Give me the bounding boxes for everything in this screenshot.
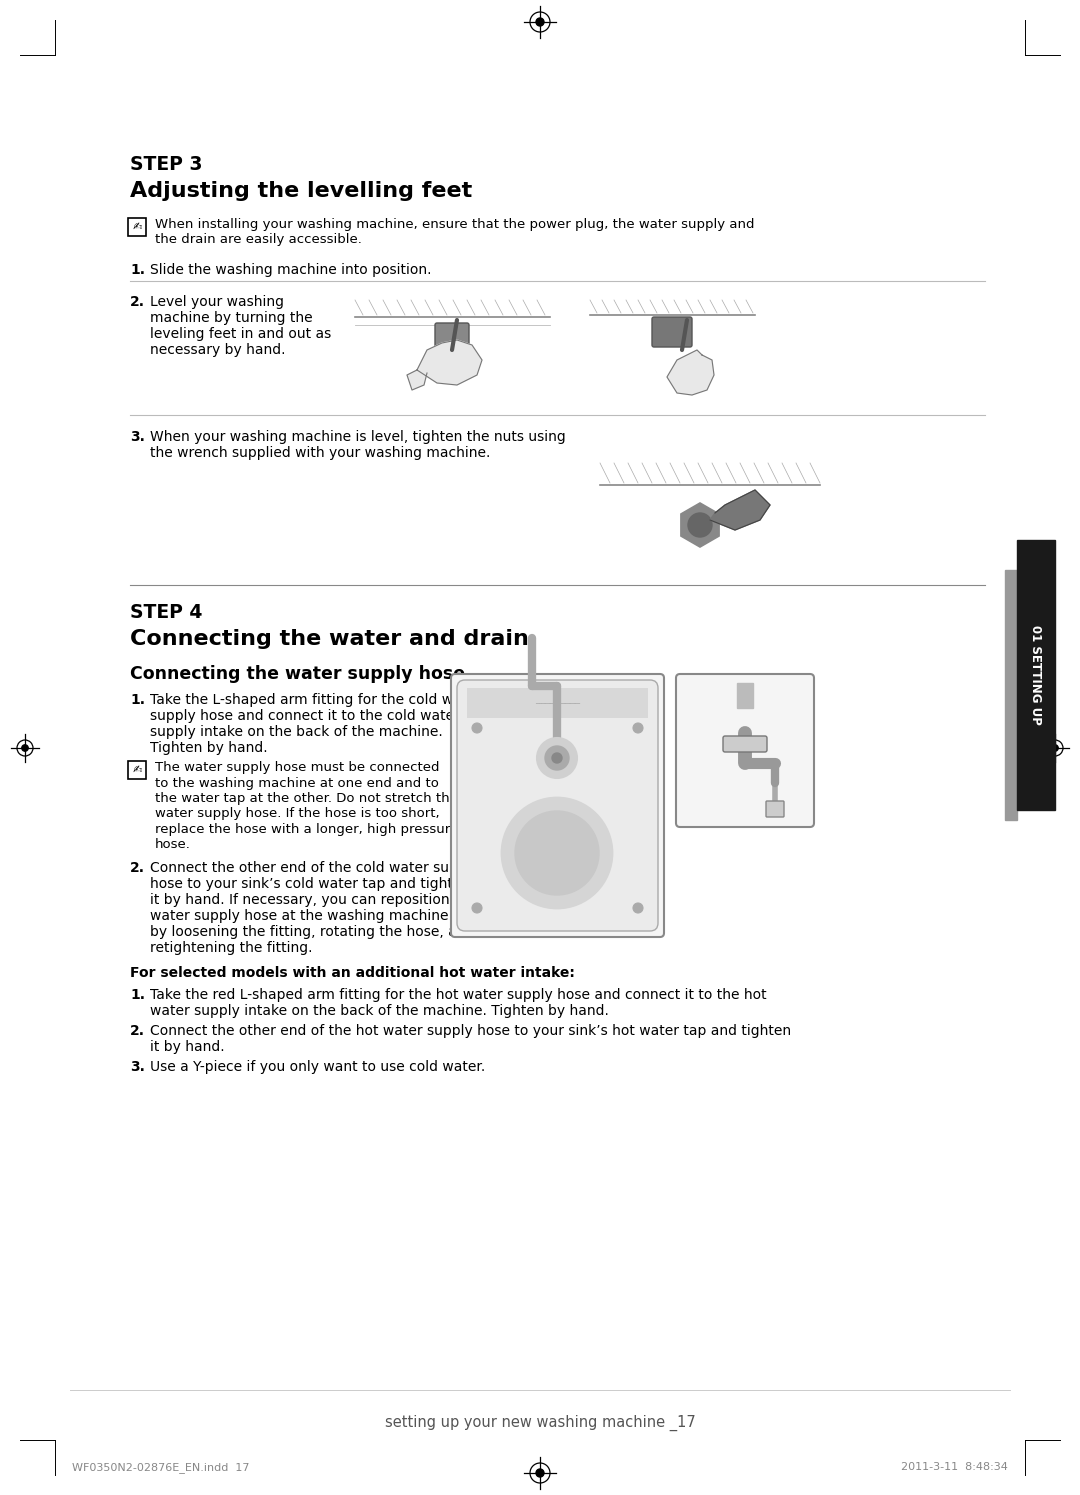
Text: Slide the washing machine into position.: Slide the washing machine into position. — [150, 263, 432, 277]
Text: water supply intake on the back of the machine. Tighten by hand.: water supply intake on the back of the m… — [150, 1005, 609, 1018]
Bar — [590, 295, 755, 405]
Text: it by hand. If necessary, you can reposition the: it by hand. If necessary, you can reposi… — [150, 893, 476, 907]
Text: For selected models with an additional hot water intake:: For selected models with an additional h… — [130, 966, 575, 981]
FancyBboxPatch shape — [457, 680, 658, 931]
Text: replace the hose with a longer, high pressure: replace the hose with a longer, high pre… — [156, 824, 458, 836]
Circle shape — [536, 18, 544, 25]
Text: WF0350N2-02876E_EN.indd  17: WF0350N2-02876E_EN.indd 17 — [72, 1462, 249, 1473]
Text: ✍: ✍ — [133, 765, 141, 774]
Text: The water supply hose must be connected: The water supply hose must be connected — [156, 761, 440, 774]
Text: STEP 4: STEP 4 — [130, 602, 202, 622]
Text: hose.: hose. — [156, 839, 191, 852]
Text: it by hand.: it by hand. — [150, 1041, 225, 1054]
Bar — [355, 295, 550, 405]
FancyBboxPatch shape — [766, 801, 784, 816]
FancyBboxPatch shape — [723, 736, 767, 752]
FancyBboxPatch shape — [652, 317, 692, 347]
Text: 3.: 3. — [130, 1060, 145, 1073]
Text: setting up your new washing machine _17: setting up your new washing machine _17 — [384, 1414, 696, 1431]
Circle shape — [536, 1470, 544, 1477]
Text: water supply hose. If the hose is too short,: water supply hose. If the hose is too sh… — [156, 807, 440, 821]
Text: Level your washing: Level your washing — [150, 295, 284, 309]
Text: 2011-3-11  8:48:34: 2011-3-11 8:48:34 — [901, 1462, 1008, 1473]
Circle shape — [688, 513, 712, 537]
Text: necessary by hand.: necessary by hand. — [150, 342, 285, 357]
Text: Connecting the water supply hose: Connecting the water supply hose — [130, 665, 465, 683]
Text: Tighten by hand.: Tighten by hand. — [150, 742, 268, 755]
Circle shape — [502, 798, 612, 907]
Text: supply hose and connect it to the cold water: supply hose and connect it to the cold w… — [150, 709, 460, 724]
Text: 2.: 2. — [130, 295, 145, 309]
Text: the drain are easily accessible.: the drain are easily accessible. — [156, 233, 362, 247]
Bar — [1005, 570, 1017, 819]
Text: the wrench supplied with your washing machine.: the wrench supplied with your washing ma… — [150, 446, 490, 460]
Circle shape — [633, 724, 643, 733]
FancyBboxPatch shape — [676, 674, 814, 827]
Circle shape — [545, 746, 569, 770]
Circle shape — [552, 753, 562, 762]
Text: Take the L-shaped arm fitting for the cold water: Take the L-shaped arm fitting for the co… — [150, 694, 482, 707]
FancyBboxPatch shape — [451, 674, 664, 937]
Bar — [467, 688, 648, 718]
Text: 01 SETTING UP: 01 SETTING UP — [1029, 625, 1042, 725]
Bar — [737, 683, 753, 709]
Text: When your washing machine is level, tighten the nuts using: When your washing machine is level, tigh… — [150, 431, 566, 444]
Circle shape — [472, 724, 482, 733]
Text: 2.: 2. — [130, 1024, 145, 1038]
Text: Adjusting the levelling feet: Adjusting the levelling feet — [130, 181, 472, 200]
Text: Connecting the water and drain: Connecting the water and drain — [130, 629, 529, 649]
Text: 1.: 1. — [130, 988, 145, 1002]
FancyBboxPatch shape — [129, 218, 146, 236]
Polygon shape — [417, 339, 482, 386]
Circle shape — [633, 903, 643, 913]
Text: by loosening the fitting, rotating the hose, and: by loosening the fitting, rotating the h… — [150, 925, 474, 939]
Text: 1.: 1. — [130, 263, 145, 277]
Text: Use a Y-piece if you only want to use cold water.: Use a Y-piece if you only want to use co… — [150, 1060, 485, 1073]
Text: Take the red L-shaped arm fitting for the hot water supply hose and connect it t: Take the red L-shaped arm fitting for th… — [150, 988, 767, 1002]
Text: leveling feet in and out as: leveling feet in and out as — [150, 327, 332, 341]
Circle shape — [537, 739, 577, 777]
Text: ─────────: ───────── — [535, 698, 580, 707]
Text: Connect the other end of the cold water supply: Connect the other end of the cold water … — [150, 861, 478, 875]
Text: STEP 3: STEP 3 — [130, 155, 203, 173]
Text: ✍: ✍ — [133, 221, 141, 232]
Circle shape — [1052, 745, 1058, 750]
Polygon shape — [407, 369, 427, 390]
Text: machine by turning the: machine by turning the — [150, 311, 312, 324]
Text: retightening the fitting.: retightening the fitting. — [150, 940, 312, 955]
Text: 2.: 2. — [130, 861, 145, 875]
Text: 1.: 1. — [130, 694, 145, 707]
Text: supply intake on the back of the machine.: supply intake on the back of the machine… — [150, 725, 443, 739]
Text: the water tap at the other. Do not stretch the: the water tap at the other. Do not stret… — [156, 792, 458, 804]
Circle shape — [472, 903, 482, 913]
Text: Connect the other end of the hot water supply hose to your sink’s hot water tap : Connect the other end of the hot water s… — [150, 1024, 792, 1038]
Text: to the washing machine at one end and to: to the washing machine at one end and to — [156, 776, 438, 789]
Polygon shape — [667, 350, 714, 395]
Polygon shape — [710, 490, 770, 531]
Text: 3.: 3. — [130, 431, 145, 444]
Circle shape — [515, 810, 599, 896]
Bar — [600, 454, 820, 580]
Text: When installing your washing machine, ensure that the power plug, the water supp: When installing your washing machine, en… — [156, 218, 755, 232]
Bar — [1017, 540, 1055, 810]
Text: water supply hose at the washing machine end: water supply hose at the washing machine… — [150, 909, 480, 922]
FancyBboxPatch shape — [129, 761, 146, 779]
FancyBboxPatch shape — [435, 323, 469, 351]
Circle shape — [22, 745, 28, 750]
Text: hose to your sink’s cold water tap and tighten: hose to your sink’s cold water tap and t… — [150, 878, 470, 891]
